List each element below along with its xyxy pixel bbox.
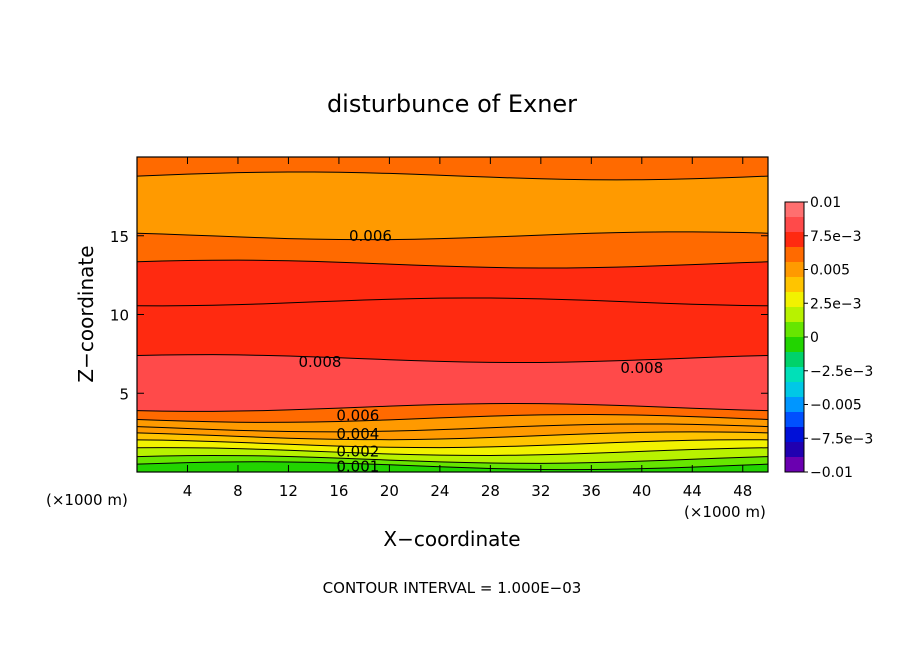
colorbar-tick-label: −0.01 xyxy=(810,465,853,481)
y-axis: 5 10 15 xyxy=(110,228,768,403)
colorbar-swatch xyxy=(785,367,804,383)
contour-line xyxy=(137,431,768,441)
colorbar-swatch xyxy=(785,457,804,473)
y-tick-label: 10 xyxy=(110,307,129,325)
contour-line xyxy=(137,354,768,364)
x-unit-label-right: (×1000 m) xyxy=(684,503,766,521)
contour-line xyxy=(137,171,768,181)
x-tick-label: 20 xyxy=(380,482,399,500)
contour-line xyxy=(137,259,768,269)
colorbar-swatch xyxy=(785,442,804,458)
x-tick-label: 48 xyxy=(733,482,752,500)
x-tick-label: 44 xyxy=(683,482,702,500)
colorbar-swatch xyxy=(785,307,804,323)
x-tick-label: 4 xyxy=(183,482,193,500)
contour-label: 0.006 xyxy=(349,227,392,245)
colorbar-swatch xyxy=(785,322,804,338)
x-tick-label: 16 xyxy=(329,482,348,500)
plot-area xyxy=(136,156,769,473)
x-tick-label: 8 xyxy=(233,482,243,500)
x-tick-label: 28 xyxy=(481,482,500,500)
contour-line xyxy=(137,439,768,449)
x-tick-label: 40 xyxy=(632,482,651,500)
colorbar: 0.01 7.5e−3 0.005 2.5e−3 0 −2.5e−3 −0.005 −7.5e… xyxy=(784,195,873,481)
colorbar-tick-label: −7.5e−3 xyxy=(810,431,873,447)
colorbar-tick-label: 7.5e−3 xyxy=(810,229,862,245)
colorbar-swatch xyxy=(785,382,804,398)
colorbar-swatch xyxy=(785,247,804,263)
contour-line xyxy=(137,297,768,307)
x-tick-label: 32 xyxy=(531,482,550,500)
contour-line xyxy=(137,402,768,412)
contour-label: 0.008 xyxy=(299,353,342,371)
contour-line xyxy=(137,414,768,423)
colorbar-tick-label: 0 xyxy=(810,330,819,346)
x-tick-label: 36 xyxy=(582,482,601,500)
y-tick-label: 15 xyxy=(110,228,129,246)
colorbar-swatch xyxy=(785,337,804,353)
x-axis-label: X−coordinate xyxy=(383,527,520,551)
contour-line xyxy=(137,461,768,471)
chart-title: disturbunce of Exner xyxy=(327,90,577,118)
colorbar-tick-label: 0.005 xyxy=(810,263,850,279)
colorbar-swatch xyxy=(785,232,804,248)
colorbar-swatch xyxy=(785,262,804,278)
x-axis: 4 8 12 16 20 24 28 32 36 40 44 48 xyxy=(183,157,752,500)
colorbar-tick-label: −2.5e−3 xyxy=(810,364,873,380)
colorbar-swatch xyxy=(785,427,804,443)
colorbar-swatch xyxy=(785,352,804,368)
contour-label: 0.001 xyxy=(336,457,379,475)
x-unit-label-left: (×1000 m) xyxy=(46,491,128,509)
contour-label: 0.004 xyxy=(336,425,379,443)
contour-interval-note: CONTOUR INTERVAL = 1.000E−03 xyxy=(323,579,582,597)
colorbar-tick-label: 0.01 xyxy=(810,195,841,211)
contour-line xyxy=(137,454,768,464)
colorbar-swatch xyxy=(785,202,804,218)
contour-label: 0.002 xyxy=(336,443,379,461)
y-axis-label: Z−coordinate xyxy=(74,245,98,382)
colorbar-tick-label: 2.5e−3 xyxy=(810,296,862,312)
contour-label: 0.006 xyxy=(336,406,379,424)
colorbar-tick-label: −0.005 xyxy=(810,398,862,414)
contour-line xyxy=(137,231,768,241)
colorbar-swatch xyxy=(785,217,804,233)
x-tick-label: 12 xyxy=(279,482,298,500)
contour-line xyxy=(137,423,768,433)
contour-label: 0.008 xyxy=(620,359,663,377)
contour-line xyxy=(137,447,768,456)
colorbar-swatch xyxy=(785,397,804,413)
y-tick-label: 5 xyxy=(119,385,129,403)
colorbar-swatch xyxy=(785,277,804,293)
x-tick-label: 24 xyxy=(430,482,449,500)
colorbar-swatch xyxy=(785,412,804,428)
colorbar-swatch xyxy=(785,292,804,308)
